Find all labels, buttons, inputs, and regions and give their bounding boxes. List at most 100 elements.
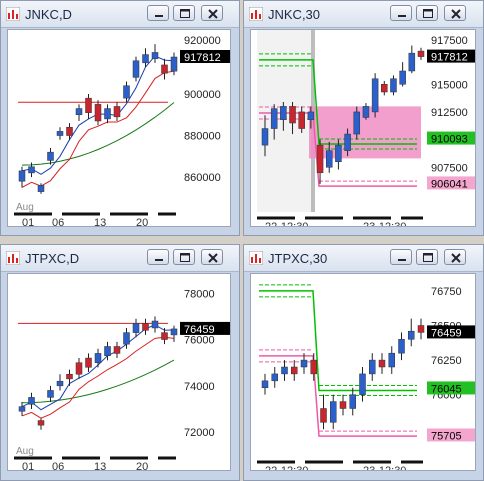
candle <box>330 401 337 423</box>
price-chart[interactable]: 7600076250765007675076459760457570522-12… <box>251 274 476 471</box>
chart-pane[interactable]: 72000 74000 76000 78000 76459 01 06 13 20 Aug <box>7 273 231 471</box>
minimize-button[interactable] <box>147 249 169 265</box>
candle <box>349 394 356 409</box>
candle <box>56 380 64 387</box>
green-level-label: 76045 <box>431 383 462 395</box>
titlebar[interactable]: JNKC,D <box>1 1 239 28</box>
candle <box>381 84 388 93</box>
candle <box>261 128 269 146</box>
chart-window-jnkc-30min[interactable]: JNKC,30 907500 912500 915000 917500 917812 91… <box>243 0 484 236</box>
candle <box>388 352 395 368</box>
chart-pane[interactable]: 860000 880000 900000 920000 917812 01 06 13 20 Au… <box>7 29 231 227</box>
candle <box>75 362 83 375</box>
x-tick-label: 06 <box>52 217 64 227</box>
candle <box>170 56 178 72</box>
maximize-button[interactable] <box>416 249 438 265</box>
mid-moving-average <box>21 336 175 419</box>
candle <box>123 85 130 99</box>
candle <box>151 320 159 329</box>
maximize-button[interactable] <box>416 5 438 21</box>
chart-pane[interactable]: 907500 912500 915000 917500 917812 910093 9060… <box>250 29 476 227</box>
x-tick-label: 20 <box>136 217 148 227</box>
month-label: Aug <box>16 446 34 457</box>
candle <box>408 330 415 340</box>
candle <box>123 332 130 345</box>
candle <box>291 366 298 375</box>
candle <box>325 150 333 168</box>
candle <box>170 328 178 336</box>
candle <box>104 108 111 120</box>
minimize-button[interactable] <box>390 249 412 265</box>
candle <box>310 359 317 375</box>
maximize-button[interactable] <box>173 5 195 21</box>
y-tick-label: 72000 <box>184 427 215 439</box>
candle <box>85 357 92 368</box>
green-step-line <box>259 290 417 392</box>
candle <box>344 133 351 151</box>
last-price-label: 76459 <box>431 327 462 339</box>
month-label: Aug <box>16 202 34 213</box>
green-level-tag <box>427 381 475 395</box>
candle <box>132 323 140 333</box>
minimize-button[interactable] <box>147 5 169 21</box>
close-button[interactable] <box>201 5 223 21</box>
chart-app-icon <box>249 7 263 21</box>
candle <box>18 170 26 182</box>
window-title: JNKC,D <box>25 7 72 22</box>
pink-level-tag <box>427 176 475 190</box>
candle <box>335 144 342 162</box>
x-tick-label: 01 <box>22 217 34 227</box>
titlebar[interactable]: JNKC,30 <box>244 1 483 28</box>
close-button[interactable] <box>444 5 466 21</box>
candle <box>94 353 102 363</box>
chart-window-jtpxc-30min[interactable]: JTPXC,30 7600076250765007675076459760457… <box>243 244 484 481</box>
y-tick-label: 907500 <box>431 162 468 174</box>
candle <box>85 97 92 113</box>
y-tick-label: 78000 <box>184 288 215 300</box>
candle <box>66 126 73 136</box>
y-tick-label: 76250 <box>431 355 462 367</box>
close-button[interactable] <box>444 249 466 265</box>
last-price-tag <box>180 321 230 335</box>
green-step-line <box>259 59 417 145</box>
last-price-tag <box>427 49 475 63</box>
candle <box>56 131 64 136</box>
candle <box>353 111 361 135</box>
candle <box>271 373 278 382</box>
chart-pane[interactable]: 7600076250765007675076459760457570522-12… <box>250 273 476 471</box>
long-moving-average <box>21 102 175 166</box>
y-tick-label: 860000 <box>184 172 221 184</box>
titlebar[interactable]: JTPXC,D <box>1 245 239 272</box>
candle <box>378 359 386 368</box>
pink-step-line <box>259 355 417 437</box>
x-tick-label: 20 <box>136 461 148 471</box>
close-button[interactable] <box>201 249 223 265</box>
mid-moving-average <box>21 70 175 188</box>
y-tick-label: 915000 <box>431 79 468 91</box>
y-tick-label: 912500 <box>431 107 468 119</box>
candle <box>369 359 376 375</box>
price-chart[interactable]: 907500 912500 915000 917500 917812 910093 9060… <box>251 30 476 227</box>
y-tick-label: 74000 <box>184 381 215 393</box>
titlebar[interactable]: JTPXC,30 <box>244 245 483 272</box>
candle <box>113 346 121 354</box>
candle <box>104 346 111 356</box>
candle <box>151 52 159 59</box>
chart-app-icon <box>6 251 20 265</box>
chart-window-jtpxc-daily[interactable]: JTPXC,D 72000 74000 76000 78000 76459 01 06 13 2… <box>0 244 240 481</box>
candle <box>399 70 406 85</box>
pink-level-label: 906041 <box>431 178 468 190</box>
chart-window-jnkc-daily[interactable]: JNKC,D 860000 880000 900000 920000 917812 01 0… <box>0 0 240 236</box>
green-level-label: 910093 <box>431 134 468 146</box>
maximize-button[interactable] <box>173 249 195 265</box>
chart-app-icon <box>6 7 20 21</box>
candle <box>18 406 26 412</box>
minimize-button[interactable] <box>390 5 412 21</box>
candle <box>417 50 425 57</box>
price-chart[interactable]: 860000 880000 900000 920000 917812 01 06 13 20 Au… <box>8 30 231 227</box>
candle <box>398 339 405 354</box>
price-chart[interactable]: 72000 74000 76000 78000 76459 01 06 13 20 Aug <box>8 274 231 471</box>
candle <box>28 166 35 174</box>
candle <box>320 408 327 423</box>
candle <box>390 78 397 93</box>
